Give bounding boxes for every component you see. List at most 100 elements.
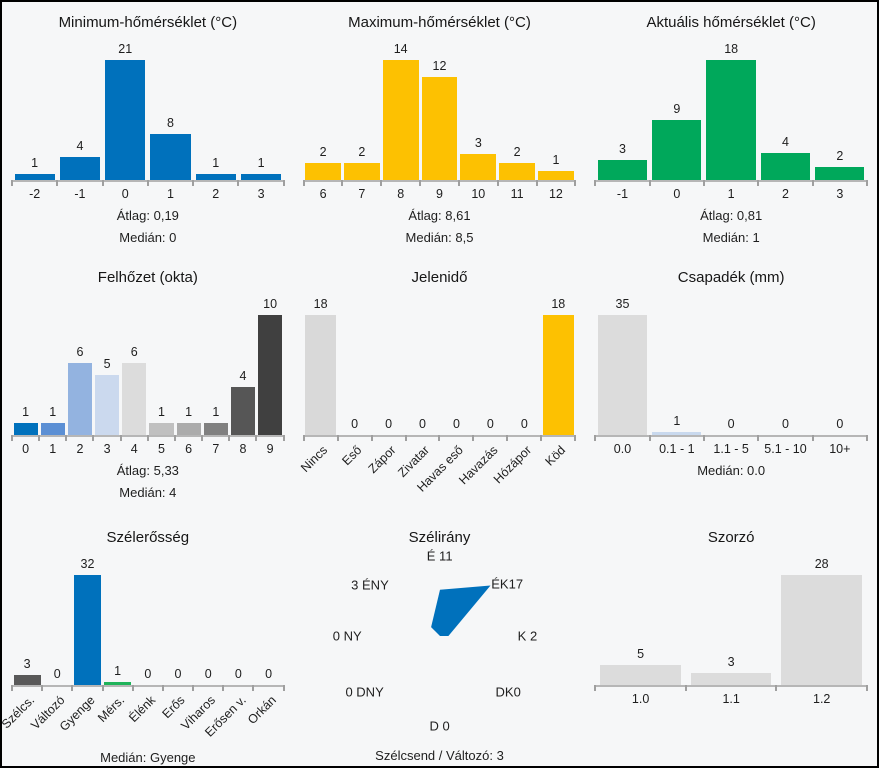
bar-slot: 28 <box>776 557 867 685</box>
bar-0 <box>13 423 38 435</box>
axis-tick <box>506 435 509 441</box>
x-axis-label: Eső <box>339 443 365 469</box>
x-axis <box>11 435 285 441</box>
axis-tick <box>146 180 149 186</box>
bar-value-label: 6 <box>76 345 84 359</box>
chart-body: 5 3 28 1.0 1.1 1.2 <box>594 557 868 706</box>
bar-value-label: 0 <box>265 667 273 681</box>
bar-1 <box>150 134 191 180</box>
axis-tick <box>380 180 383 186</box>
chart-footer: Medián: Gyenge <box>12 750 284 765</box>
bar-7 <box>343 162 380 180</box>
bar-value-label: 2 <box>513 144 521 159</box>
bar-value-label: 21 <box>118 42 133 56</box>
bar-value-label: 35 <box>615 297 630 311</box>
chart-footer: Átlag: 0,19 Medián: 0 <box>12 208 284 245</box>
wind-direction-label-K: K 2 <box>517 628 538 644</box>
bar-value-label: 0 <box>385 417 393 431</box>
bar-slot: 0 <box>473 315 507 435</box>
bar-0.0 <box>597 315 648 435</box>
x-axis-label: 10 <box>471 187 486 201</box>
x-axis-label: 6 <box>185 442 193 456</box>
bar-value-label: 3 <box>474 136 482 151</box>
axis-tick <box>865 435 868 441</box>
x-axis <box>594 435 868 441</box>
axis-tick <box>775 685 778 691</box>
bar-plot: 5 3 28 <box>595 557 867 685</box>
stat-line: Medián: 4 <box>119 485 177 500</box>
chart-footer: Medián: 0.0 <box>595 463 867 478</box>
axis-tick <box>404 435 407 441</box>
bar-value-label: 1 <box>185 405 193 419</box>
chart-body: É 11 ÉK17 K 2 DK0 D 0 0 DNY 0 NY 3 ÉNY <box>304 549 576 741</box>
bar-slot: 1 <box>202 315 229 435</box>
axis-tick <box>594 435 597 441</box>
stat-line: Átlag: 8,61 <box>408 208 471 223</box>
axis-tick <box>41 685 44 691</box>
bar-slot: 0 <box>439 315 473 435</box>
bar-value-label: 18 <box>551 297 566 311</box>
axis-tick <box>540 435 543 441</box>
bar-value-label: 1 <box>22 405 30 419</box>
bar-1.1 <box>690 673 772 685</box>
bar-Szélcs. <box>13 674 41 685</box>
bar-value-label: 0 <box>174 667 182 681</box>
bar-plot: 2 2 14 12 3 2 1 <box>304 42 576 180</box>
bar-value-label: 0 <box>234 667 242 681</box>
axis-tick <box>201 435 204 441</box>
x-axis-label: 12 <box>548 187 563 201</box>
bar-12 <box>538 171 574 180</box>
chart-panel-present-weather: Jelenidő 18 0 0 0 0 0 0 18 Nincs Eső Zápor Zivatar H… <box>294 257 586 517</box>
chart-title: Szorzó <box>707 529 755 546</box>
x-axis-label: Élénk <box>125 693 158 726</box>
bar-slot: 0 <box>372 315 406 435</box>
bar-4 <box>122 363 147 435</box>
bar-slot: 1 <box>39 315 66 435</box>
bar-slot: 18 <box>541 297 575 435</box>
bar-plot: 1 1 6 5 6 1 1 1 4 10 <box>12 297 284 435</box>
bar--1 <box>59 157 101 180</box>
wind-direction-label-NY: 0 NY <box>332 628 362 644</box>
x-axis-label: 7 <box>358 187 366 201</box>
x-axis-label: 8 <box>239 442 247 456</box>
chart-title: Aktuális hőmérséklet (°C) <box>646 14 816 31</box>
x-axis-labels: -1 0 1 2 3 <box>595 182 867 201</box>
bar-0.1 - 1 <box>652 431 702 435</box>
bar-Gyenge <box>73 575 102 685</box>
bar-2 <box>195 174 236 180</box>
x-axis <box>594 180 868 186</box>
chart-body: 1 4 21 8 1 1 -2 -1 0 1 2 3 <box>11 42 285 201</box>
bar-2 <box>760 153 811 180</box>
bar-Köd <box>542 315 574 435</box>
bar-slot: 1 <box>12 60 57 180</box>
bar-plot: 3 9 18 4 2 <box>595 42 867 180</box>
bar-value-label: 4 <box>239 369 247 383</box>
bar-6 <box>305 162 341 180</box>
bar-value-label: 1 <box>157 405 165 419</box>
x-axis-label: 7 <box>212 442 220 456</box>
axis-tick <box>757 180 760 186</box>
bar-slot: 2 <box>304 60 343 180</box>
bar-plot: 3 0 32 1 0 0 0 0 0 <box>12 557 284 685</box>
bar-slot: 6 <box>66 315 93 435</box>
x-axis-label: -1 <box>616 187 629 201</box>
axis-tick <box>496 180 499 186</box>
axis-tick <box>648 435 651 441</box>
bar-value-label: 3 <box>727 655 735 670</box>
bar-value-label: 0 <box>53 667 61 681</box>
x-axis <box>302 180 577 186</box>
chart-body: 2 2 14 12 3 2 1 6 7 8 9 10 11 12 <box>302 42 577 201</box>
bar-slot: 0 <box>813 315 867 435</box>
bar-slot: 0 <box>193 575 223 685</box>
chart-panel-wind-strength: Szélerősség 3 0 32 1 0 0 0 0 0 Szélcs. Változó Gyen… <box>0 517 294 766</box>
x-axis-label: Köd <box>542 443 569 469</box>
bar-11 <box>499 162 536 180</box>
chart-body: 35 1 0 0 0 0.0 0.1 - 1 1.1 - 5 5.1 - 10 10+ <box>594 297 868 456</box>
axis-tick <box>56 180 59 186</box>
stat-line: Medián: 0 <box>119 230 177 245</box>
chart-panel-wind-direction: Szélirány É 11 ÉK17 K 2 DK0 D 0 0 DNY 0 NY 3 ÉN… <box>294 517 586 766</box>
x-axis-label: 8 <box>397 187 405 201</box>
chart-title: Minimum-hőmérséklet (°C) <box>58 14 238 31</box>
bar-Nincs <box>305 315 337 435</box>
bar-value-label: 1 <box>673 413 681 428</box>
